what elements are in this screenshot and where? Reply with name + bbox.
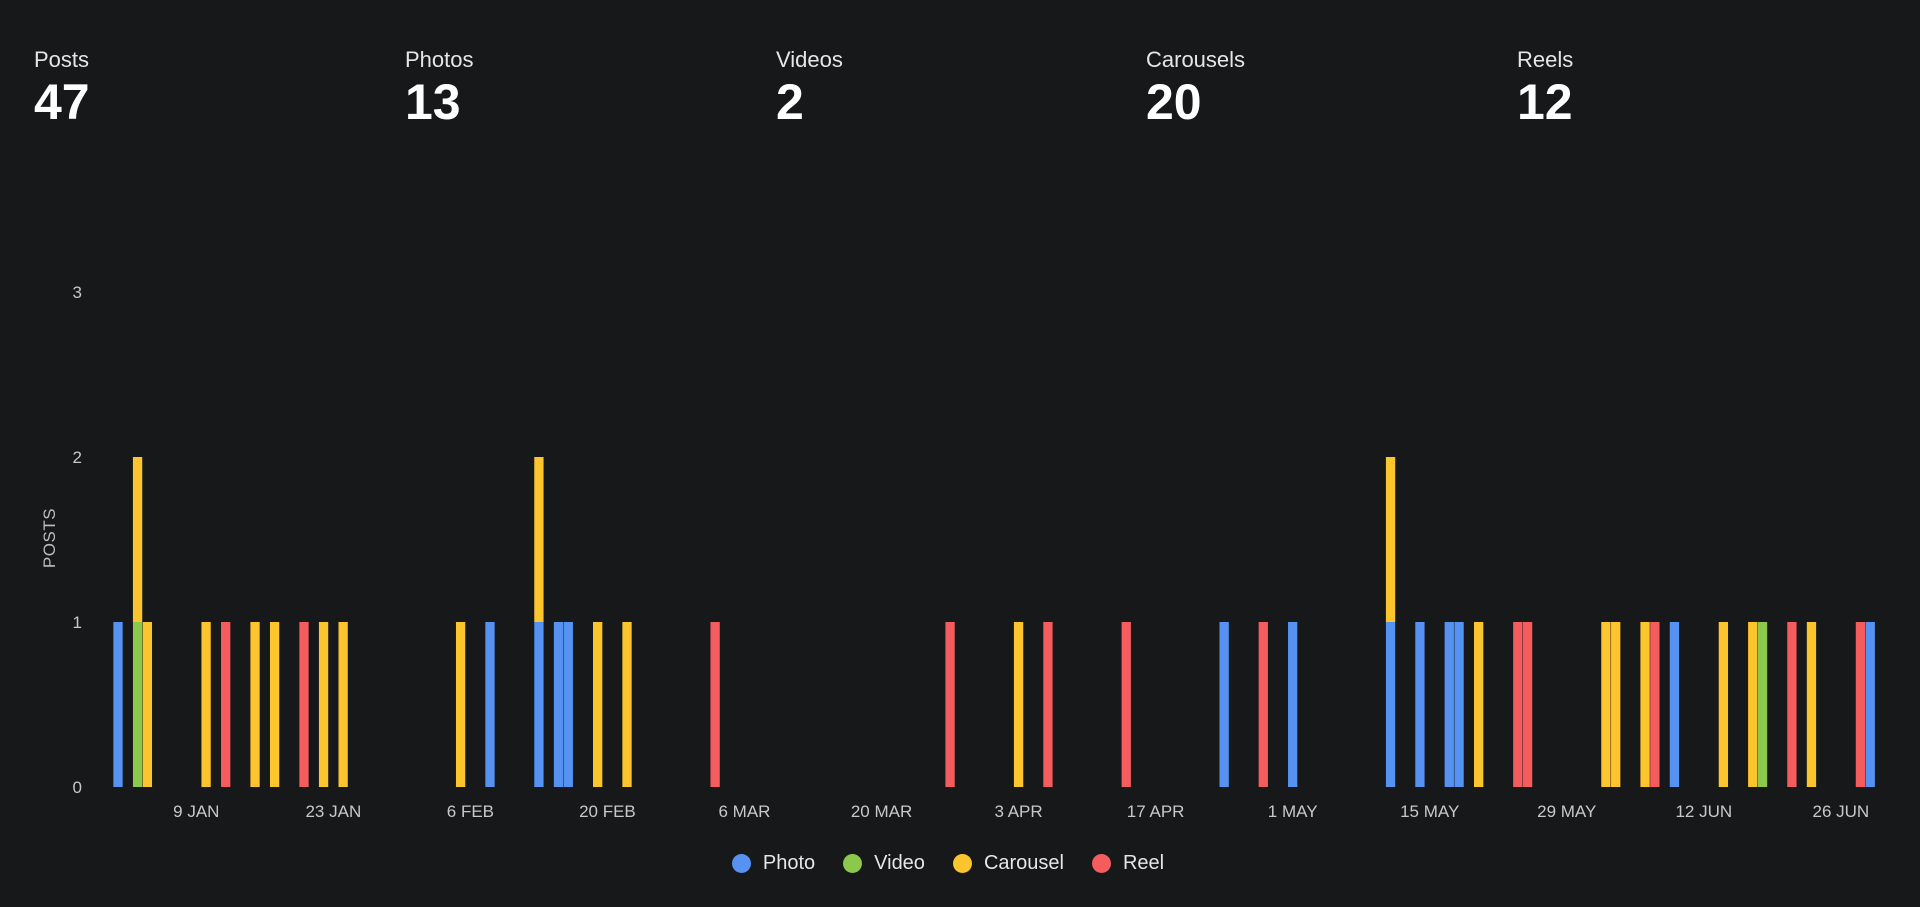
bar-photo[interactable] xyxy=(553,622,564,787)
x-tick-label: 6 MAR xyxy=(719,802,771,821)
bar-reel[interactable] xyxy=(221,622,231,787)
bar-carousel[interactable] xyxy=(201,622,211,787)
stats-row: Posts 47 Photos 13 Videos 2 Carousels 20… xyxy=(0,0,1920,150)
photo-dot-icon xyxy=(731,853,751,873)
bar-photo[interactable] xyxy=(1288,622,1298,787)
bar-carousel[interactable] xyxy=(1640,622,1650,787)
stat-videos-label: Videos xyxy=(776,47,843,72)
bar-photo[interactable] xyxy=(485,622,495,787)
bar-photo[interactable] xyxy=(1415,622,1425,787)
x-tick-label: 15 MAY xyxy=(1400,802,1459,821)
stat-photos-value: 13 xyxy=(405,74,461,130)
y-tick-label: 2 xyxy=(73,448,82,467)
bar-carousel[interactable] xyxy=(455,622,466,787)
bar-video[interactable] xyxy=(132,622,143,787)
legend-label-video: Video xyxy=(874,851,925,874)
x-tick-label: 17 APR xyxy=(1127,802,1185,821)
bar-reel[interactable] xyxy=(1650,622,1660,787)
bar-carousel[interactable] xyxy=(1601,622,1611,787)
stat-videos: Videos 2 xyxy=(776,46,1136,132)
bar-carousel[interactable] xyxy=(1718,622,1729,787)
bar-reel[interactable] xyxy=(945,622,955,787)
x-tick-label: 29 MAY xyxy=(1537,802,1596,821)
stat-posts-value: 47 xyxy=(34,74,90,130)
x-tick-label: 3 APR xyxy=(994,802,1042,821)
bar-carousel[interactable] xyxy=(534,457,544,622)
x-tick-label: 23 JAN xyxy=(305,802,361,821)
bar-carousel[interactable] xyxy=(593,622,603,787)
y-axis: 0 1 2 3 xyxy=(73,283,82,797)
legend-label-reel: Reel xyxy=(1122,851,1165,874)
bar-carousel[interactable] xyxy=(1611,622,1621,787)
bar-carousel[interactable] xyxy=(1385,457,1396,622)
x-tick-label: 20 MAR xyxy=(851,802,912,821)
bar-reel[interactable] xyxy=(299,622,309,787)
chart-legend: Photo Video Carousel Reel xyxy=(0,848,1920,878)
legend-item-carousel[interactable]: Carousel xyxy=(952,851,1064,875)
bar-video[interactable] xyxy=(1757,622,1768,787)
bar-reel[interactable] xyxy=(1522,622,1533,787)
x-tick-label: 9 JAN xyxy=(173,802,219,821)
x-tick-label: 1 MAY xyxy=(1268,802,1318,821)
bar-reel[interactable] xyxy=(1855,622,1866,787)
bar-carousel[interactable] xyxy=(1748,622,1758,787)
stat-carousels-value: 20 xyxy=(1146,74,1202,130)
reel-dot-icon xyxy=(1091,853,1111,873)
bar-reel[interactable] xyxy=(1787,622,1797,787)
x-tick-label: 6 FEB xyxy=(447,802,494,821)
x-axis: 9 JAN 23 JAN 6 FEB 20 FEB 6 MAR 20 MAR 3 APR 17… xyxy=(173,802,1869,821)
bar-photo[interactable] xyxy=(1865,622,1875,787)
y-tick-label: 3 xyxy=(73,283,82,302)
bar-carousel[interactable] xyxy=(338,622,348,787)
bar-carousel[interactable] xyxy=(622,622,632,787)
bar-photo[interactable] xyxy=(113,622,123,787)
legend-label-photo: Photo xyxy=(762,851,816,874)
bar-photo[interactable] xyxy=(1385,622,1396,787)
bar-photo[interactable] xyxy=(534,622,544,787)
bar-carousel[interactable] xyxy=(250,622,260,787)
stat-reels-label: Reels xyxy=(1517,47,1574,72)
bar-carousel[interactable] xyxy=(132,457,143,622)
stat-photos-label: Photos xyxy=(405,47,474,72)
x-tick-label: 12 JUN xyxy=(1675,802,1732,821)
stat-videos-value: 2 xyxy=(776,74,804,130)
x-tick-label: 26 JUN xyxy=(1813,802,1870,821)
bar-reel[interactable] xyxy=(1513,622,1523,787)
legend-item-video[interactable]: Video xyxy=(843,852,925,875)
bar-photo[interactable] xyxy=(563,622,573,787)
chart-bars xyxy=(113,457,1875,787)
legend-item-photo[interactable]: Photo xyxy=(731,851,816,875)
bar-reel[interactable] xyxy=(1121,622,1131,787)
stat-posts-label: Posts xyxy=(34,47,90,72)
bar-photo[interactable] xyxy=(1669,622,1680,787)
bar-carousel[interactable] xyxy=(1806,622,1817,787)
y-tick-label: 0 xyxy=(73,778,82,797)
stat-carousels: Carousels 20 xyxy=(1146,46,1506,132)
bar-photo[interactable] xyxy=(1219,622,1229,787)
bar-carousel[interactable] xyxy=(1013,622,1024,787)
legend-item-reel[interactable]: Reel xyxy=(1091,851,1165,875)
bar-reel[interactable] xyxy=(1258,622,1268,787)
bar-carousel[interactable] xyxy=(1474,622,1484,787)
stat-photos: Photos 13 xyxy=(405,46,765,132)
stat-posts: Posts 47 xyxy=(34,46,394,132)
x-tick-label: 20 FEB xyxy=(579,802,636,821)
bar-reel[interactable] xyxy=(1043,622,1053,787)
bar-carousel[interactable] xyxy=(142,622,153,787)
y-axis-title: POSTS xyxy=(40,508,59,568)
stat-carousels-label: Carousels xyxy=(1146,47,1246,72)
stat-reels: Reels 12 xyxy=(1517,46,1877,132)
legend-label-carousel: Carousel xyxy=(983,851,1064,874)
stat-reels-value: 12 xyxy=(1517,74,1573,130)
bar-photo[interactable] xyxy=(1444,622,1454,787)
bar-reel[interactable] xyxy=(710,622,720,787)
y-tick-label: 1 xyxy=(73,613,82,632)
bar-carousel[interactable] xyxy=(269,622,280,787)
bar-photo[interactable] xyxy=(1454,622,1464,787)
bar-carousel[interactable] xyxy=(318,622,329,787)
video-dot-icon xyxy=(843,853,863,873)
carousel-dot-icon xyxy=(952,853,972,873)
